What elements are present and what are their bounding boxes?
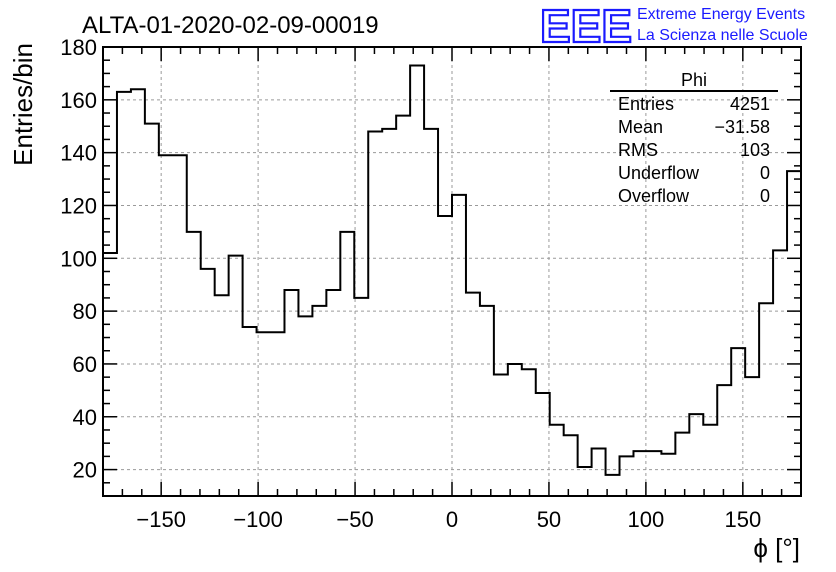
x-tick-label: 100	[628, 507, 665, 532]
stats-row-label: Overflow	[618, 186, 690, 206]
y-tick-label: 100	[60, 246, 97, 271]
x-axis: −150 −100 −50 0 50 100 150	[102, 47, 802, 532]
stats-box: Phi Entries 4251 Mean −31.58 RMS 103 Underflow…	[610, 70, 778, 206]
stats-row-label: Mean	[618, 117, 663, 137]
stats-row-value: 0	[760, 163, 770, 183]
y-tick-label: 60	[73, 352, 97, 377]
x-tick-label: 150	[724, 507, 761, 532]
x-tick-label: 0	[446, 507, 458, 532]
stats-row-value: 103	[740, 140, 770, 160]
stats-row-label: Underflow	[618, 163, 700, 183]
stats-row-value: −31.58	[714, 117, 770, 137]
y-tick-label: 140	[60, 141, 97, 166]
x-tick-label: −150	[136, 507, 186, 532]
y-axis-title: Entries/bin	[8, 43, 38, 166]
stats-row-label: RMS	[618, 140, 658, 160]
histogram-line	[103, 64, 801, 476]
eee-logo-line1: Extreme Energy Events	[637, 6, 805, 23]
stats-row-value: 4251	[730, 94, 770, 114]
x-tick-label: 50	[537, 507, 561, 532]
y-axis: 20 40 60 80 100 120 140 160 180	[60, 35, 801, 497]
stats-box-title: Phi	[681, 70, 707, 90]
y-tick-label: 180	[60, 35, 97, 60]
y-tick-label: 120	[60, 193, 97, 218]
y-tick-label: 40	[73, 405, 97, 430]
x-axis-title: ϕ [°]	[753, 533, 800, 563]
grid-lines	[103, 46, 801, 496]
stats-row-label: Entries	[618, 94, 674, 114]
y-tick-label: 160	[60, 88, 97, 113]
stats-row-value: 0	[760, 186, 770, 206]
eee-logo-line2: La Scienza nelle Scuole	[637, 27, 808, 44]
x-tick-label: −50	[336, 507, 373, 532]
y-tick-label: 80	[73, 299, 97, 324]
eee-logo-mark: EEE	[540, 0, 632, 52]
y-tick-label: 20	[73, 458, 97, 483]
x-tick-label: −100	[233, 507, 283, 532]
chart-title: ALTA-01-2020-02-09-00019	[82, 12, 379, 39]
eee-logo: EEE Extreme Energy Events La Scienza nel…	[539, 0, 808, 53]
